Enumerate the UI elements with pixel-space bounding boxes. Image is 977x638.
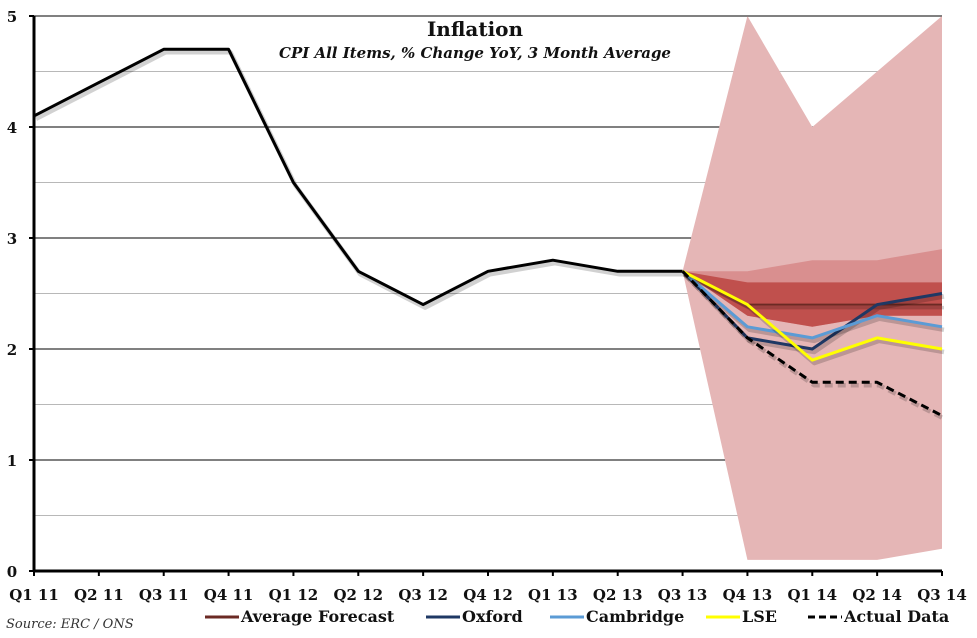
y-axis-ticks: 0 1 2 3 4 5 [7, 8, 34, 581]
legend-item: LSE [706, 607, 777, 626]
legend-item: Cambridge [550, 607, 684, 626]
legend-item: Oxford [426, 607, 523, 626]
legend-label: LSE [742, 607, 777, 626]
x-tick-label: Q4 13 [723, 586, 773, 604]
x-tick-label: Q4 12 [463, 586, 513, 604]
cpi-historical-line [33, 47, 683, 307]
x-tick-label: Q1 12 [269, 586, 319, 604]
x-tick-label: Q1 14 [787, 586, 837, 604]
chart-title: Inflation [427, 17, 524, 41]
chart-subtitle: CPI All Items, % Change YoY, 3 Month Ave… [279, 44, 671, 62]
legend-label: Cambridge [586, 607, 684, 626]
source-note: Source: ERC / ONS [6, 617, 134, 632]
y-tick-label: 0 [7, 563, 17, 581]
x-tick-label: Q2 13 [593, 586, 643, 604]
x-tick-label: Q3 11 [139, 586, 189, 604]
y-tick-label: 3 [7, 230, 17, 248]
actual-data-shadow [682, 272, 946, 421]
cpi-historical-shadow [34, 50, 685, 310]
x-tick-label: Q2 14 [852, 586, 902, 604]
series-lines [33, 47, 946, 421]
inner-range-band [682, 271, 942, 327]
x-tick-label: Q1 11 [9, 586, 59, 604]
x-tick-label: Q3 13 [658, 586, 708, 604]
y-tick-label: 5 [7, 8, 17, 26]
y-tick-label: 4 [7, 119, 17, 137]
gridlines [34, 15, 942, 572]
legend-item: Actual Data [808, 607, 949, 626]
x-axis-ticks: Q1 11 Q2 11 Q3 11 Q4 11 Q1 12 Q2 12 Q3 12 Q4 12… [9, 571, 967, 604]
lse-shadow [683, 272, 945, 366]
x-tick-label: Q1 13 [528, 586, 578, 604]
legend-label: Oxford [462, 607, 523, 626]
y-tick-label: 1 [7, 452, 17, 470]
x-tick-label: Q2 11 [74, 586, 124, 604]
x-tick-label: Q3 14 [917, 586, 967, 604]
x-tick-label: Q3 12 [398, 586, 448, 604]
legend-label: Actual Data [843, 607, 949, 626]
y-tick-label: 2 [7, 341, 17, 359]
forecast-bands [682, 16, 942, 560]
legend-item: Average Forecast [205, 607, 395, 626]
average-forecast-shadow [683, 272, 944, 310]
legend-label: Average Forecast [240, 607, 395, 626]
x-tick-label: Q2 12 [333, 586, 383, 604]
x-tick-label: Q4 11 [204, 586, 254, 604]
legend: Average Forecast Oxford Cambridge LSE Actual… [205, 607, 949, 626]
